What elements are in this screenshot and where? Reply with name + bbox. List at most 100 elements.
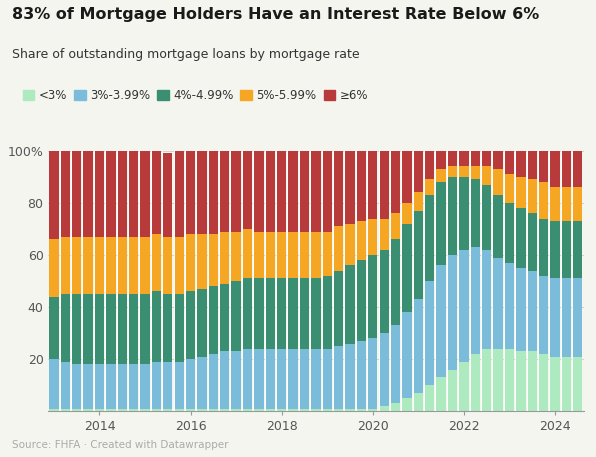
Bar xyxy=(482,185,491,250)
Bar xyxy=(414,393,423,411)
Bar xyxy=(300,232,309,278)
Bar xyxy=(220,151,229,232)
Text: Share of outstanding mortgage loans by mortgage rate: Share of outstanding mortgage loans by m… xyxy=(12,48,359,61)
Bar xyxy=(197,409,207,411)
Bar xyxy=(391,239,401,325)
Bar xyxy=(493,195,503,258)
Bar xyxy=(311,232,321,278)
Bar xyxy=(95,294,104,364)
Bar xyxy=(493,349,503,411)
Bar xyxy=(436,377,446,411)
Bar xyxy=(300,151,309,232)
Bar xyxy=(106,409,116,411)
Bar xyxy=(106,237,116,294)
Bar xyxy=(368,255,377,338)
Bar xyxy=(175,409,184,411)
Bar xyxy=(117,151,127,237)
Bar xyxy=(220,232,229,284)
Bar xyxy=(425,195,434,281)
Bar xyxy=(505,263,514,349)
Bar xyxy=(562,187,571,221)
Bar xyxy=(573,356,582,411)
Bar xyxy=(220,351,229,409)
Bar xyxy=(117,409,127,411)
Bar xyxy=(106,151,116,237)
Bar xyxy=(300,349,309,409)
Bar xyxy=(72,294,82,364)
Bar xyxy=(550,356,560,411)
Bar xyxy=(243,349,252,409)
Bar xyxy=(402,398,412,411)
Bar xyxy=(402,224,412,312)
Bar xyxy=(482,166,491,185)
Bar xyxy=(266,349,275,409)
Bar xyxy=(49,359,58,409)
Bar xyxy=(129,364,138,409)
Bar xyxy=(322,349,332,409)
Bar xyxy=(288,409,298,411)
Bar xyxy=(322,232,332,276)
Bar xyxy=(414,192,423,211)
Bar xyxy=(141,294,150,364)
Bar xyxy=(152,292,161,362)
Text: 83% of Mortgage Holders Have an Interest Rate Below 6%: 83% of Mortgage Holders Have an Interest… xyxy=(12,7,539,22)
Bar xyxy=(152,409,161,411)
Bar xyxy=(141,237,150,294)
Bar xyxy=(163,154,172,237)
Bar xyxy=(288,278,298,349)
Bar xyxy=(186,151,195,234)
Bar xyxy=(197,356,207,409)
Bar xyxy=(197,151,207,234)
Bar xyxy=(380,218,389,250)
Bar xyxy=(311,349,321,409)
Bar xyxy=(471,151,480,166)
Bar xyxy=(505,151,514,174)
Bar xyxy=(152,234,161,292)
Bar xyxy=(83,294,93,364)
Bar xyxy=(471,354,480,411)
Bar xyxy=(209,409,218,411)
Bar xyxy=(72,151,82,237)
Bar xyxy=(83,364,93,409)
Bar xyxy=(141,364,150,409)
Bar xyxy=(493,151,503,169)
Bar xyxy=(209,151,218,234)
Bar xyxy=(141,151,150,237)
Bar xyxy=(61,294,70,362)
Bar xyxy=(129,294,138,364)
Bar xyxy=(277,409,287,411)
Bar xyxy=(357,260,366,341)
Bar xyxy=(550,187,560,221)
Bar xyxy=(527,271,537,351)
Bar xyxy=(49,297,58,359)
Bar xyxy=(277,349,287,409)
Bar xyxy=(117,364,127,409)
Bar xyxy=(49,239,58,297)
Bar xyxy=(231,151,241,232)
Bar xyxy=(209,354,218,409)
Bar xyxy=(516,151,526,177)
Bar xyxy=(197,234,207,289)
Bar xyxy=(129,151,138,237)
Bar xyxy=(334,151,343,226)
Bar xyxy=(380,151,389,218)
Bar xyxy=(277,151,287,232)
Bar xyxy=(277,232,287,278)
Bar xyxy=(460,151,468,166)
Bar xyxy=(425,180,434,195)
Bar xyxy=(49,409,58,411)
Bar xyxy=(175,237,184,294)
Bar xyxy=(311,409,321,411)
Bar xyxy=(334,346,343,409)
Bar xyxy=(380,333,389,406)
Bar xyxy=(391,151,401,213)
Bar xyxy=(562,278,571,356)
Bar xyxy=(334,226,343,271)
Bar xyxy=(220,284,229,351)
Bar xyxy=(106,294,116,364)
Bar xyxy=(243,229,252,278)
Bar xyxy=(277,278,287,349)
Bar xyxy=(243,151,252,229)
Bar xyxy=(482,349,491,411)
Bar xyxy=(368,409,377,411)
